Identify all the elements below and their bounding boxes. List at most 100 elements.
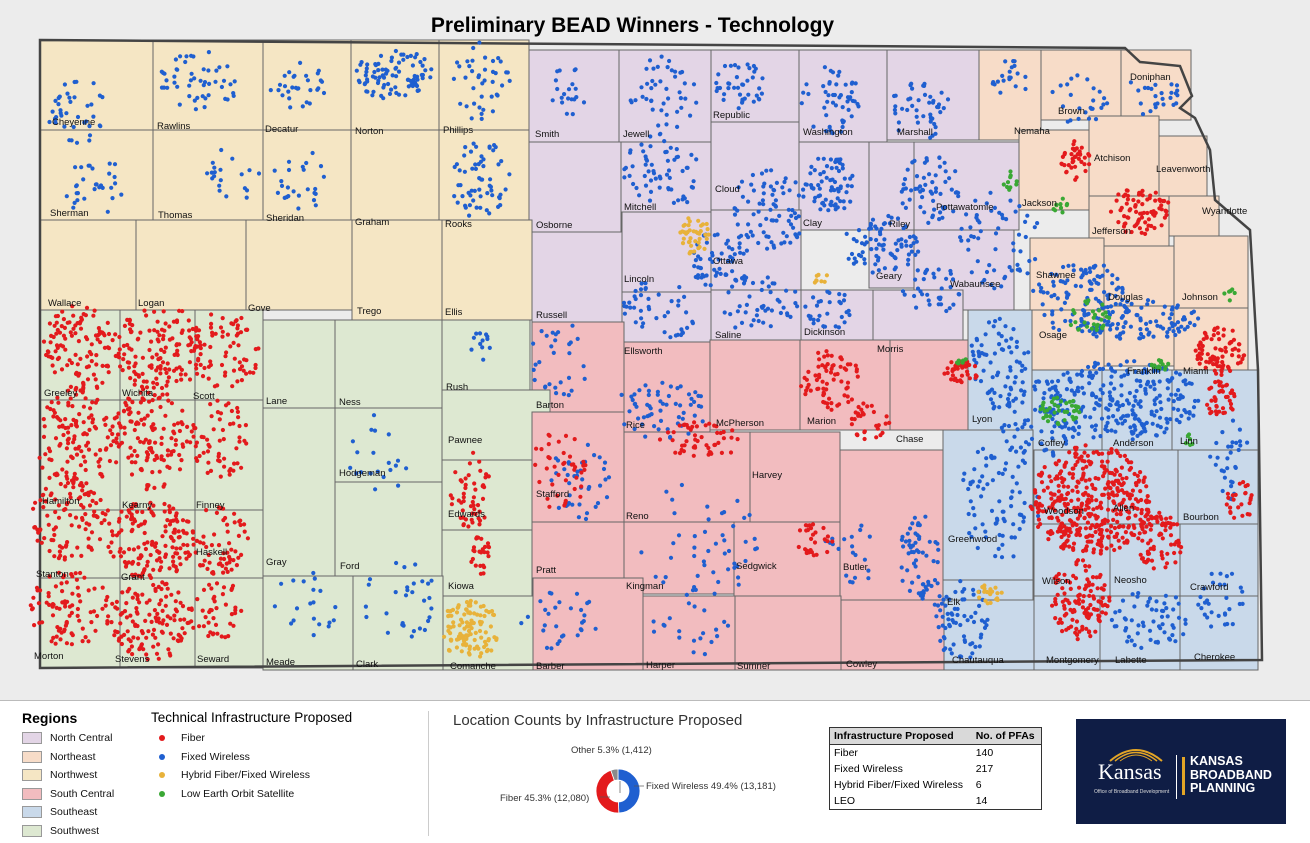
location-point — [479, 94, 484, 99]
location-point — [926, 220, 931, 225]
location-point — [116, 638, 121, 643]
location-point — [1064, 387, 1069, 392]
location-point — [799, 101, 804, 106]
location-point — [220, 316, 225, 321]
location-point — [211, 596, 216, 601]
location-point — [828, 157, 834, 162]
location-point — [661, 101, 666, 106]
location-point — [638, 308, 644, 313]
location-point — [681, 410, 686, 415]
location-point — [244, 195, 249, 200]
location-point — [169, 436, 174, 441]
location-point — [232, 356, 237, 361]
location-point — [943, 169, 948, 174]
location-point — [804, 528, 809, 533]
location-point — [129, 460, 134, 465]
location-point — [1010, 489, 1015, 494]
location-point — [664, 172, 670, 177]
location-point — [928, 135, 933, 140]
location-point — [914, 305, 919, 310]
location-point — [1021, 392, 1026, 397]
location-point — [1138, 470, 1143, 475]
location-point — [227, 560, 232, 565]
location-point — [495, 93, 500, 98]
location-point — [900, 578, 905, 583]
location-point — [739, 320, 745, 325]
location-point — [858, 527, 863, 533]
location-point — [1240, 601, 1245, 607]
location-point — [550, 98, 555, 103]
location-point — [96, 326, 101, 331]
location-point — [1125, 368, 1130, 373]
location-point — [168, 534, 173, 540]
location-point — [582, 613, 587, 618]
location-point — [1217, 582, 1222, 587]
location-point — [639, 142, 644, 147]
location-point — [989, 282, 994, 287]
location-point — [1050, 436, 1055, 441]
location-point — [901, 544, 906, 549]
location-point — [1110, 471, 1115, 476]
location-point — [570, 112, 575, 117]
location-point — [873, 262, 878, 267]
location-point — [1222, 475, 1227, 480]
location-point — [463, 482, 468, 487]
location-point — [237, 435, 242, 440]
location-point — [664, 122, 669, 127]
location-point — [841, 298, 847, 303]
location-point — [846, 256, 851, 261]
location-point — [133, 421, 139, 427]
location-point — [47, 475, 52, 480]
location-point — [938, 210, 943, 215]
location-point — [89, 102, 94, 107]
location-point — [454, 162, 459, 167]
county-gray — [262, 407, 336, 577]
location-point — [550, 482, 555, 487]
location-point — [808, 171, 813, 176]
location-point — [415, 88, 420, 93]
location-point — [135, 453, 140, 458]
location-point — [655, 389, 661, 394]
location-point — [914, 108, 919, 113]
location-point — [47, 321, 53, 326]
location-point — [1032, 225, 1037, 230]
location-point — [469, 188, 474, 193]
location-point — [829, 166, 834, 171]
location-point — [1135, 433, 1140, 438]
location-point — [163, 413, 168, 418]
location-point — [151, 567, 156, 572]
location-point — [572, 467, 577, 472]
location-point — [164, 370, 169, 375]
location-point — [92, 187, 97, 192]
location-point — [64, 621, 69, 626]
location-point — [958, 654, 963, 659]
location-point — [977, 644, 982, 649]
location-point — [689, 396, 694, 401]
location-point — [977, 479, 982, 484]
location-point — [65, 438, 70, 443]
location-point — [657, 185, 662, 190]
location-point — [840, 166, 845, 171]
location-point — [940, 215, 945, 220]
location-point — [1176, 615, 1182, 620]
location-point — [852, 256, 857, 261]
location-point — [76, 339, 81, 344]
location-point — [640, 422, 645, 427]
location-point — [836, 168, 842, 174]
location-point — [56, 102, 61, 107]
location-point — [1196, 398, 1201, 403]
location-point — [1082, 610, 1087, 616]
location-point — [750, 280, 756, 286]
location-point — [1099, 105, 1104, 110]
location-point — [451, 76, 456, 81]
location-point — [743, 310, 748, 315]
location-point — [484, 472, 489, 477]
location-point — [830, 363, 835, 369]
location-point — [1119, 488, 1125, 493]
location-point — [1097, 366, 1102, 372]
location-point — [364, 66, 369, 71]
location-point — [677, 285, 682, 290]
location-point — [1070, 466, 1075, 471]
location-point — [1122, 373, 1127, 378]
location-point — [93, 333, 99, 338]
